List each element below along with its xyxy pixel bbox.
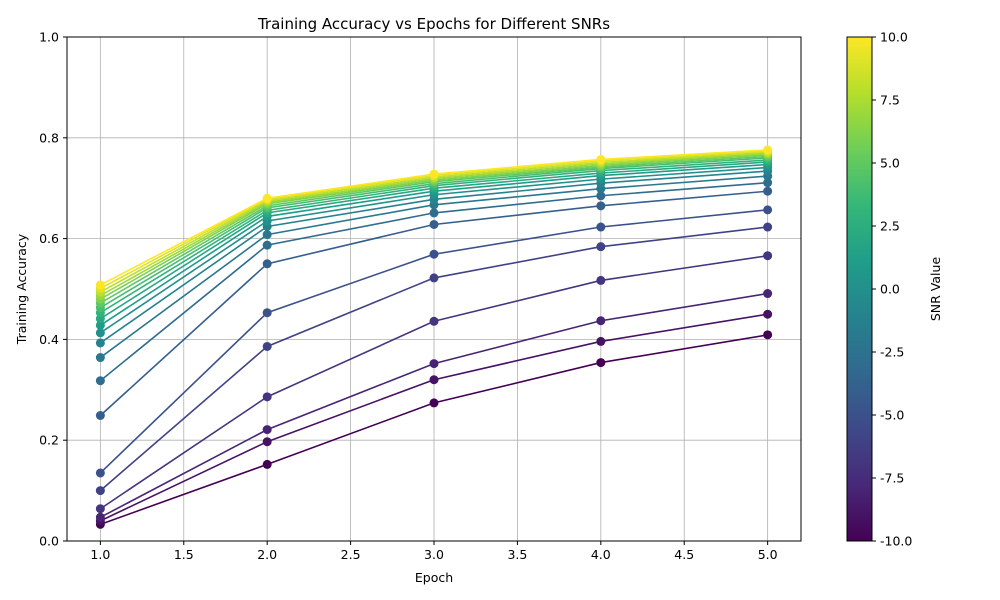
y-tick-label: 0.0 <box>39 534 59 549</box>
x-tick-label: 1.5 <box>174 547 194 562</box>
data-point <box>763 251 773 261</box>
colorbar-tick-label: 2.5 <box>880 219 900 234</box>
data-point <box>95 468 105 478</box>
series-snr--7 <box>95 251 773 514</box>
data-point <box>95 486 105 496</box>
data-point <box>763 145 773 155</box>
colorbar-tick-label: 5.0 <box>880 156 900 171</box>
data-point <box>429 219 439 229</box>
series-snr--3 <box>95 178 773 386</box>
y-axis-title: Training Accuracy <box>14 233 29 345</box>
data-point <box>95 338 105 348</box>
series-snr--6 <box>95 222 773 496</box>
series-snr--5 <box>95 205 773 478</box>
colorbar <box>846 36 873 542</box>
x-tick-label: 4.5 <box>674 547 694 562</box>
data-point <box>95 512 105 522</box>
x-tick-label: 3.0 <box>424 547 444 562</box>
colorbar-tick-label: -5.0 <box>880 408 904 423</box>
data-point <box>95 328 105 338</box>
data-point <box>429 375 439 385</box>
data-point <box>262 259 272 269</box>
data-point <box>763 222 773 232</box>
series-snr--4 <box>95 186 773 421</box>
data-point <box>262 230 272 240</box>
x-tick-label: 1.0 <box>90 547 110 562</box>
axes: 1.0 1.5 2.0 2.5 3.0 3.5 4.0 4.5 5.0 0.0 0.2 0.4 0.6 0… <box>39 30 778 563</box>
data-point <box>262 425 272 435</box>
data-point <box>429 398 439 408</box>
series-snr-10 <box>95 145 773 290</box>
x-axis-title: Epoch <box>415 570 453 585</box>
data-point <box>429 249 439 259</box>
data-point <box>763 205 773 215</box>
data-point <box>763 186 773 196</box>
data-point <box>429 273 439 283</box>
x-tick-label: 4.0 <box>591 547 611 562</box>
colorbar-tick-label: 0.0 <box>880 282 900 297</box>
data-point <box>596 191 606 201</box>
data-point <box>262 341 272 351</box>
data-point <box>262 193 272 203</box>
data-point <box>596 316 606 326</box>
data-point <box>596 358 606 368</box>
y-tick-label: 0.2 <box>39 433 59 448</box>
x-tick-label: 2.0 <box>257 547 277 562</box>
series-snr--10 <box>95 330 773 529</box>
data-point <box>596 201 606 211</box>
data-point <box>262 308 272 318</box>
y-tick-label: 0.8 <box>39 130 59 145</box>
data-point <box>763 289 773 299</box>
data-point <box>95 376 105 386</box>
colorbar-ticks: -10.0 -7.5 -5.0 -2.5 0.0 2.5 5.0 7.5 10.0 <box>872 30 912 549</box>
data-point <box>262 437 272 447</box>
data-point <box>596 275 606 285</box>
x-tick-label: 5.0 <box>758 547 778 562</box>
data-point <box>95 353 105 363</box>
chart-title: Training Accuracy vs Epochs for Differen… <box>257 15 610 33</box>
colorbar-tick-label: -7.5 <box>880 471 904 486</box>
data-point <box>429 316 439 326</box>
data-point <box>763 178 773 188</box>
data-point <box>95 320 105 330</box>
colorbar-tick-label: -10.0 <box>880 534 912 549</box>
series-layer <box>95 145 773 529</box>
y-tick-label: 0.4 <box>39 332 59 347</box>
colorbar-tick-label: 10.0 <box>880 30 908 45</box>
data-point <box>95 411 105 421</box>
data-point <box>763 330 773 340</box>
data-point <box>596 222 606 232</box>
data-point <box>95 280 105 290</box>
data-point <box>763 309 773 319</box>
y-tick-label: 1.0 <box>39 30 59 45</box>
colorbar-title: SNR Value <box>928 257 943 322</box>
data-point <box>596 336 606 346</box>
x-tick-label: 3.5 <box>507 547 527 562</box>
data-point <box>596 154 606 164</box>
series-snr--8 <box>95 289 773 522</box>
data-point <box>262 459 272 469</box>
data-point <box>95 504 105 514</box>
data-point <box>429 208 439 218</box>
data-point <box>262 240 272 250</box>
colorbar-tick-label: 7.5 <box>880 93 900 108</box>
data-point <box>262 392 272 402</box>
data-point <box>429 169 439 179</box>
data-point <box>596 242 606 252</box>
colorbar-tick-label: -2.5 <box>880 345 904 360</box>
x-tick-label: 2.5 <box>341 547 361 562</box>
data-point <box>429 359 439 369</box>
y-tick-label: 0.6 <box>39 231 59 246</box>
